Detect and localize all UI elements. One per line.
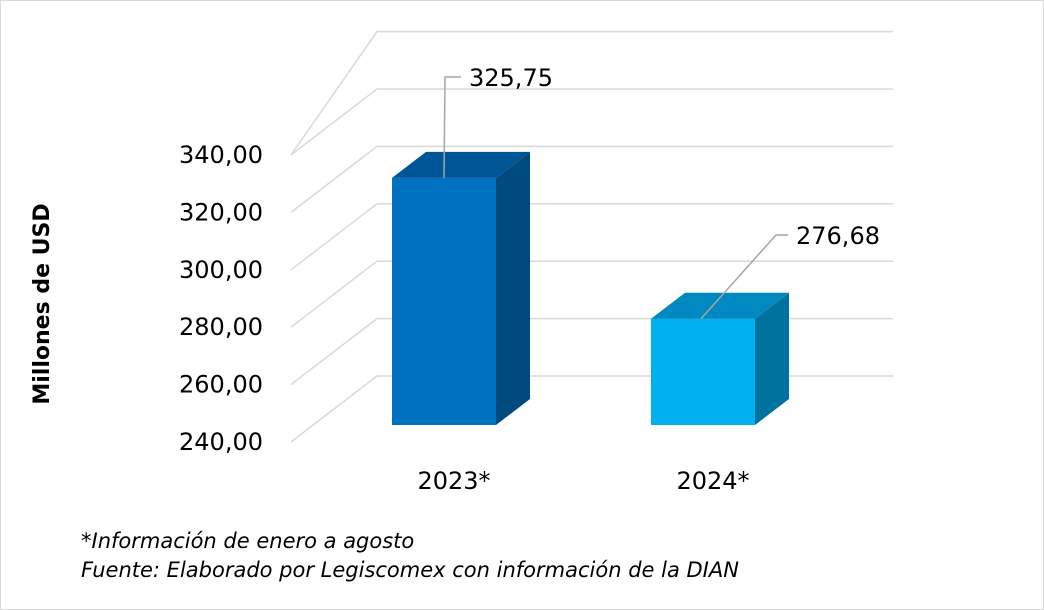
data-labels: 325,75 276,68 — [443, 64, 880, 320]
x-category-label: 2024* — [676, 467, 749, 495]
data-label-leader — [443, 76, 461, 178]
bar-top — [392, 151, 530, 178]
gridline-diagonal — [290, 260, 378, 328]
y-axis-title: Millones de USD — [30, 203, 55, 404]
bar-front — [392, 177, 496, 425]
data-label: 276,68 — [796, 222, 880, 250]
gridline-diagonal — [290, 203, 378, 271]
note-period: *Información de enero a agosto — [81, 529, 415, 553]
y-tick-label: 320,00 — [179, 198, 263, 226]
data-label: 325,75 — [469, 64, 553, 92]
note-source: Fuente: Elaborado por Legiscomex con inf… — [81, 558, 739, 582]
chart-notes: *Información de enero a agosto Fuente: E… — [81, 527, 739, 585]
y-tick-label: 280,00 — [179, 313, 263, 341]
bars — [392, 151, 789, 425]
y-tick-label: 300,00 — [179, 256, 263, 284]
gridline-diagonal — [290, 318, 378, 386]
gridline-diagonal — [290, 88, 378, 156]
bar-side — [496, 151, 530, 425]
y-tick-label: 240,00 — [179, 428, 263, 456]
x-category-label: 2023* — [417, 467, 490, 495]
bar — [651, 292, 789, 425]
y-tick-label: 260,00 — [179, 371, 263, 399]
gridline-diagonal — [290, 145, 378, 213]
y-tick-label: 340,00 — [179, 141, 263, 169]
data-label-leader — [700, 234, 788, 320]
bar-side — [755, 292, 789, 425]
bar-front — [651, 318, 755, 425]
bar — [392, 151, 530, 425]
gridline-diagonal — [290, 31, 378, 156]
y-axis-tick-labels: 240,00 260,00 280,00 300,00 320,00 340,00 — [179, 141, 263, 456]
bar-top — [651, 292, 789, 319]
x-axis-category-labels: 2023* 2024* — [417, 467, 749, 495]
gridline-diagonal — [290, 375, 378, 443]
bar-chart: 240,00 260,00 280,00 300,00 320,00 340,00 325… — [30, 30, 893, 495]
